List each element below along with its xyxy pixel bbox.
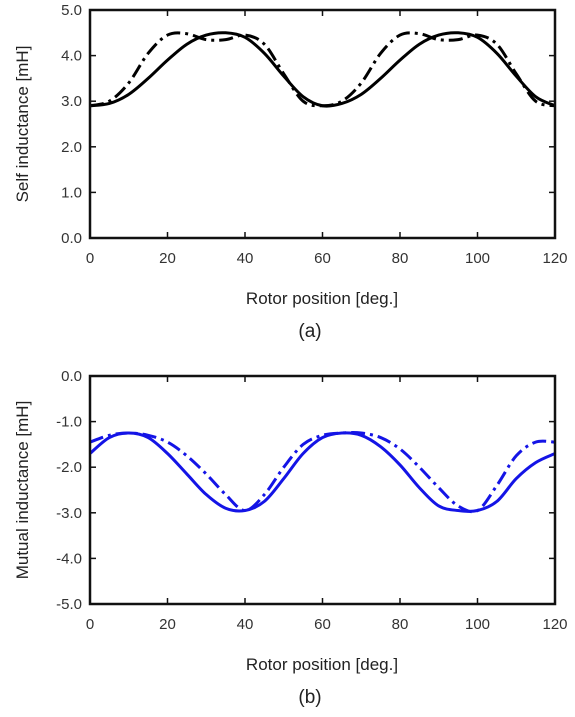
panel-a-ytick-label: 1.0 — [61, 184, 82, 201]
panel-b-xtick-label: 120 — [542, 616, 567, 633]
panel-b-xtick-label: 40 — [237, 616, 254, 633]
panel-b-mutual-inductance: 0 20 40 60 80 100 120 -5.0 -4.0 -3.0 -2.0 -1.0 0.0 R… — [13, 368, 568, 708]
panel-b-xtick-label: 0 — [86, 616, 94, 633]
panel-a-xlabel: Rotor position [deg.] — [246, 289, 398, 308]
panel-a-ytick-label: 5.0 — [61, 2, 82, 19]
panel-b-ytick-label: 0.0 — [61, 368, 82, 385]
panel-a-xtick-label: 40 — [237, 250, 254, 267]
panel-b-series-solid-line — [89, 431, 556, 513]
panel-a-ytick-label: 3.0 — [61, 93, 82, 110]
panel-b-ytick-label: -2.0 — [56, 459, 82, 476]
panel-a-ytick-label: 2.0 — [61, 139, 82, 156]
panel-b-plot-frame — [88, 374, 557, 606]
panel-b-ytick-label: -1.0 — [56, 414, 82, 431]
panel-b-ytick-label: -4.0 — [56, 550, 82, 567]
panel-a-caption: (a) — [298, 321, 321, 342]
panel-b-ytick-label: -3.0 — [56, 505, 82, 522]
panel-b-ytick-label: -5.0 — [56, 596, 82, 613]
panel-a-xtick-label: 0 — [86, 250, 94, 267]
panel-a-series-solid-line — [89, 31, 556, 108]
panel-b-xtick-label: 60 — [314, 616, 331, 633]
mutual-inductance-lines — [89, 431, 556, 514]
panel-b-ylabel: Mutual inductance [mH] — [13, 401, 32, 580]
panel-a-ticks: 0 20 40 60 80 100 120 0.0 1.0 2.0 3.0 4.0 5.0 — [61, 2, 567, 267]
panel-b-xtick-label: 20 — [159, 616, 176, 633]
panel-a-ylabel: Self inductance [mH] — [13, 46, 32, 203]
panel-b-series-dashdot-line — [89, 431, 556, 514]
panel-a-xtick-label: 60 — [314, 250, 331, 267]
panel-a-ytick-label: 0.0 — [61, 230, 82, 247]
panel-a-series-dashdot-line — [89, 31, 556, 108]
panel-b-xtick-label: 80 — [392, 616, 409, 633]
panel-a-xtick-label: 100 — [465, 250, 490, 267]
panel-a-xtick-label: 80 — [392, 250, 409, 267]
panel-b-ticks: 0 20 40 60 80 100 120 -5.0 -4.0 -3.0 -2.0 -1.0 0.0 — [56, 368, 567, 633]
panel-a-xtick-label: 20 — [159, 250, 176, 267]
panel-a-ytick-label: 4.0 — [61, 48, 82, 65]
self-inductance-lines — [89, 31, 556, 108]
panel-b-xlabel: Rotor position [deg.] — [246, 655, 398, 674]
panel-a-self-inductance: 0 20 40 60 80 100 120 0.0 1.0 2.0 3.0 4.0 5.0 Rotor … — [13, 2, 568, 342]
panel-b-caption: (b) — [298, 687, 321, 708]
panel-a-xtick-label: 120 — [542, 250, 567, 267]
panel-b-xtick-label: 100 — [465, 616, 490, 633]
